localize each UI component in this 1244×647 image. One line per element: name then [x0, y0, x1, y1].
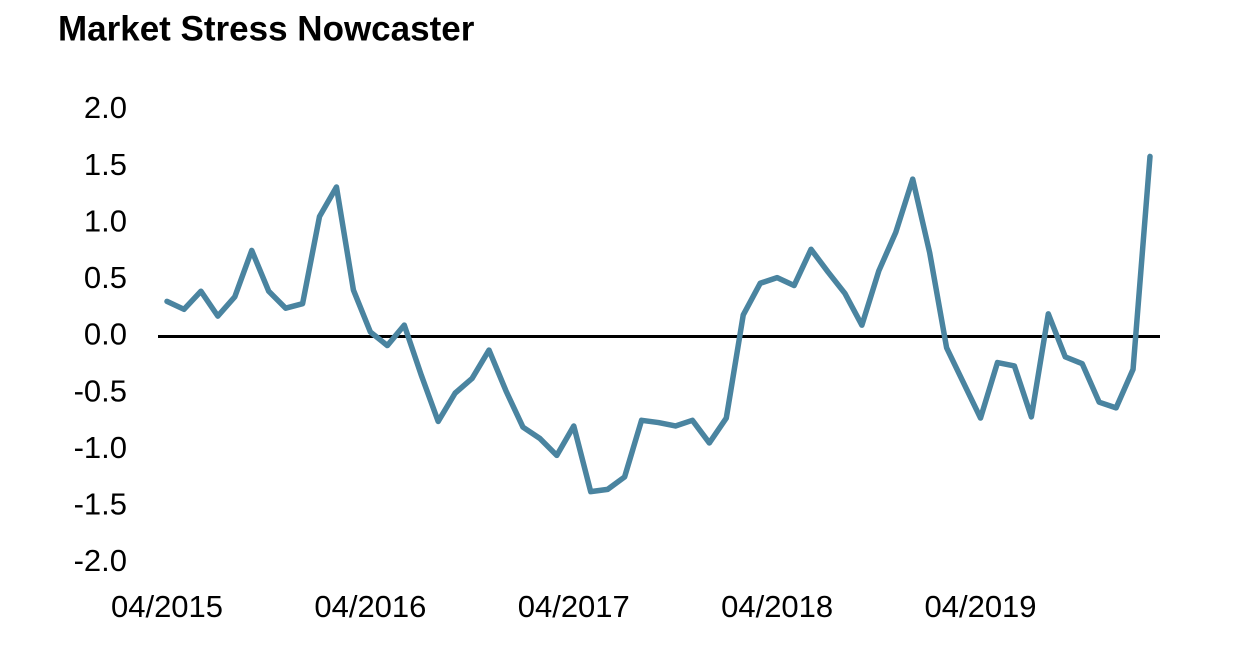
y-tick-label: -2.0 — [74, 543, 127, 578]
y-tick-label: -1.5 — [74, 487, 127, 522]
x-tick-label: 04/2016 — [314, 589, 426, 624]
x-tick-label: 04/2015 — [111, 589, 223, 624]
x-tick-label: 04/2018 — [721, 589, 833, 624]
y-tick-label: 0.0 — [84, 317, 127, 352]
y-tick-label: -0.5 — [74, 373, 127, 408]
data-line — [164, 153, 1153, 495]
y-tick-label: -1.0 — [74, 430, 127, 465]
y-tick-label: 1.0 — [84, 203, 127, 238]
y-tick-label: 1.5 — [84, 147, 127, 182]
y-tick-label: 0.5 — [84, 260, 127, 295]
chart-title: Market Stress Nowcaster — [58, 9, 475, 48]
y-tick-label: 2.0 — [84, 90, 127, 125]
x-tick-label: 04/2017 — [518, 589, 630, 624]
x-tick-label: 04/2019 — [924, 589, 1036, 624]
